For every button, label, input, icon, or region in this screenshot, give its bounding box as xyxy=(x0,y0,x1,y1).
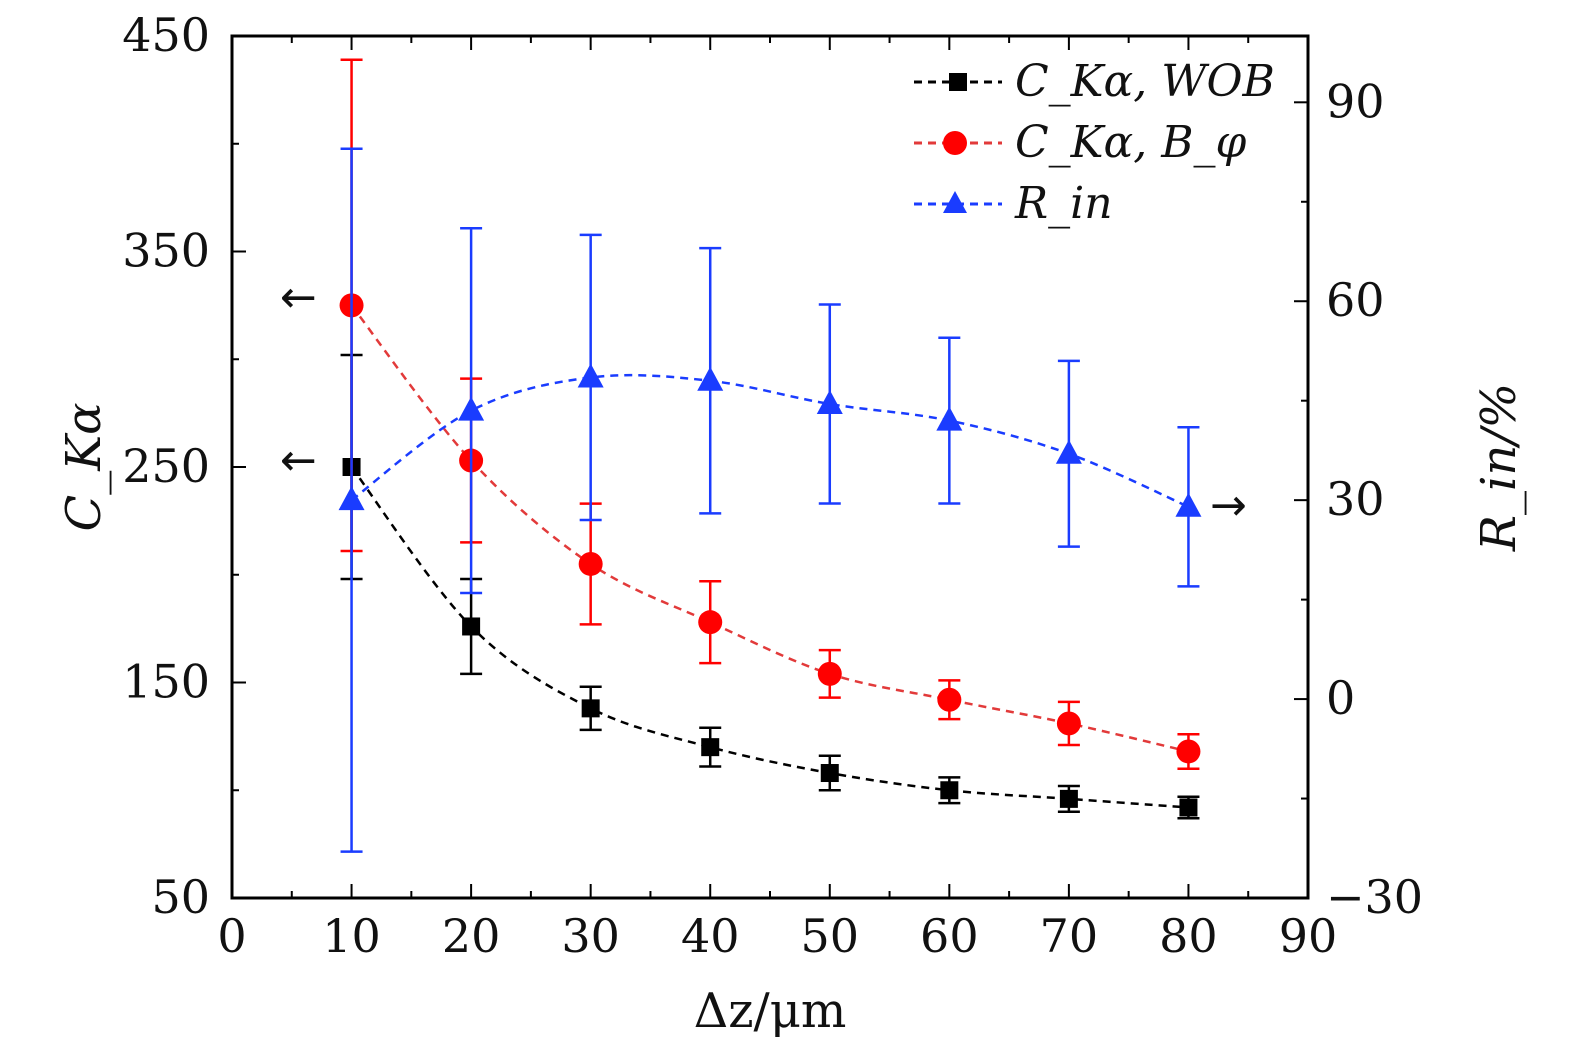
legend-marker-rin xyxy=(943,191,967,213)
data-point-bphi xyxy=(937,687,962,712)
x-tick-label: 10 xyxy=(322,909,381,963)
data-point-rin xyxy=(936,406,963,431)
series-line-bphi xyxy=(350,304,1189,753)
x-tick-label: 20 xyxy=(442,909,501,963)
legend-label-bphi: C_Kα, B_φ xyxy=(1015,117,1247,168)
data-point-wob xyxy=(820,764,839,783)
series-line-rin xyxy=(350,373,1189,508)
x-tick-label: 60 xyxy=(920,909,979,963)
legend-item-rin: R_in xyxy=(914,178,1113,229)
axes-layer: 0 10 20 30 40 50 60 70 80 90 50 150 250 350 450 −30 0 30 6… xyxy=(122,8,1423,963)
x-tick-label: 80 xyxy=(1159,909,1218,963)
data-point-rin xyxy=(458,396,485,421)
y-tick-label: 250 xyxy=(122,439,210,493)
legend-marker-wob xyxy=(949,73,967,91)
y-tick-label: 150 xyxy=(122,655,210,709)
y2-axis-title: R_in/% xyxy=(1471,383,1527,552)
legend-marker-bphi xyxy=(943,131,967,155)
data-point-wob xyxy=(462,617,481,636)
data-point-bphi xyxy=(578,551,603,576)
arrow-right: → xyxy=(1210,480,1247,531)
x-tick-label: 30 xyxy=(561,909,620,963)
y2-tick-label: 90 xyxy=(1326,74,1385,128)
y2-tick-label: −30 xyxy=(1326,870,1423,924)
data-point-bphi xyxy=(698,610,723,635)
plot-layer xyxy=(338,58,1202,853)
data-point-wob xyxy=(940,781,959,800)
data-point-rin xyxy=(1175,492,1202,517)
y-tick-label: 450 xyxy=(122,8,210,62)
data-point-rin xyxy=(1055,439,1082,464)
legend-item-wob: C_Kα, WOB xyxy=(914,56,1275,107)
data-point-rin xyxy=(816,390,843,415)
series-rin xyxy=(338,147,1202,853)
x-tick-label: 0 xyxy=(217,909,246,963)
y2-tick-label: 30 xyxy=(1326,472,1385,526)
y-tick-label: 50 xyxy=(151,870,210,924)
data-point-wob xyxy=(701,738,720,757)
series-wob xyxy=(340,353,1200,820)
arrow-left-lower: ← xyxy=(280,435,317,486)
x-axis-title: Δz/μm xyxy=(694,983,847,1039)
svg-text:C_Kα: C_Kα xyxy=(56,403,112,532)
data-point-rin xyxy=(697,366,724,391)
svg-text:R_in/%: R_in/% xyxy=(1471,383,1527,552)
legend: C_Kα, WOB C_Kα, B_φ R_in xyxy=(914,56,1275,229)
data-point-wob xyxy=(1179,798,1198,817)
y-axis-title: C_Kα xyxy=(56,403,112,532)
data-point-bphi xyxy=(1056,711,1081,736)
y-tick-label: 350 xyxy=(122,224,210,278)
x-tick-label: 40 xyxy=(681,909,740,963)
data-point-bphi xyxy=(1176,739,1201,764)
x-tick-label: 50 xyxy=(801,909,860,963)
legend-label-rin: R_in xyxy=(1014,178,1113,229)
data-point-rin xyxy=(338,486,365,511)
data-point-bphi xyxy=(817,661,842,686)
x-tick-label: 70 xyxy=(1040,909,1099,963)
y2-tick-label: 60 xyxy=(1326,273,1385,327)
data-point-wob xyxy=(581,699,600,718)
data-point-rin xyxy=(577,363,604,388)
legend-label-wob: C_Kα, WOB xyxy=(1015,56,1275,107)
y2-tick-label: 0 xyxy=(1326,671,1355,725)
data-point-wob xyxy=(1059,789,1078,808)
x-tick-label: 90 xyxy=(1279,909,1338,963)
legend-item-bphi: C_Kα, B_φ xyxy=(914,117,1247,168)
arrow-left-upper: ← xyxy=(280,272,317,323)
